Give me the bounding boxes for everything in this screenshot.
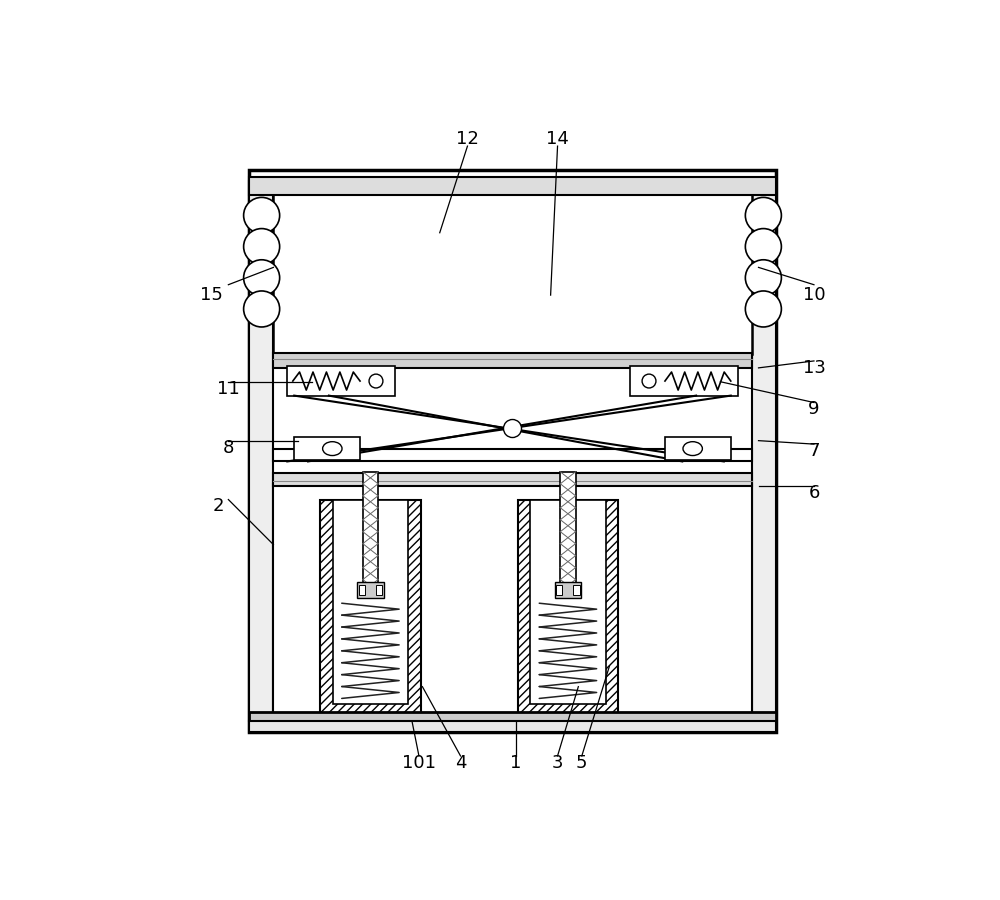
Text: 10: 10 <box>803 286 825 304</box>
Text: 7: 7 <box>808 442 820 460</box>
Bar <box>249 181 273 721</box>
Bar <box>630 366 738 396</box>
Bar <box>518 500 618 716</box>
Circle shape <box>745 291 781 327</box>
Bar <box>287 366 395 396</box>
Bar <box>273 353 752 368</box>
Text: 4: 4 <box>455 754 466 772</box>
Bar <box>573 586 580 595</box>
Bar <box>357 582 384 598</box>
Bar <box>249 170 776 732</box>
Text: 8: 8 <box>223 438 234 456</box>
Bar <box>273 191 752 354</box>
Circle shape <box>244 260 280 296</box>
Text: 3: 3 <box>552 754 563 772</box>
Text: 14: 14 <box>546 130 569 148</box>
Bar <box>555 582 581 598</box>
Circle shape <box>244 291 280 327</box>
Bar <box>530 500 606 704</box>
Text: 6: 6 <box>808 483 820 501</box>
Text: 15: 15 <box>200 286 222 304</box>
Text: 101: 101 <box>402 754 436 772</box>
Bar <box>249 721 776 732</box>
Text: 11: 11 <box>217 380 240 398</box>
Circle shape <box>642 374 656 388</box>
Circle shape <box>244 197 280 233</box>
Bar <box>273 449 752 462</box>
Bar <box>665 437 731 460</box>
Circle shape <box>745 229 781 265</box>
Text: 2: 2 <box>212 498 224 516</box>
Text: 9: 9 <box>808 400 820 418</box>
Bar <box>249 177 776 194</box>
Bar <box>752 181 776 721</box>
Circle shape <box>745 197 781 233</box>
Bar <box>556 586 562 595</box>
Bar <box>249 712 776 723</box>
Ellipse shape <box>323 442 342 455</box>
Bar <box>294 437 360 460</box>
Bar <box>359 586 365 595</box>
Circle shape <box>745 260 781 296</box>
Text: 12: 12 <box>456 130 479 148</box>
Bar <box>333 500 408 704</box>
Bar <box>273 473 752 486</box>
Circle shape <box>244 229 280 265</box>
Bar <box>273 484 752 721</box>
Ellipse shape <box>683 442 702 455</box>
Circle shape <box>503 419 522 437</box>
Bar <box>320 500 421 716</box>
Bar <box>376 586 382 595</box>
Text: 1: 1 <box>510 754 522 772</box>
Bar <box>363 472 378 591</box>
Bar <box>560 472 576 591</box>
Circle shape <box>369 374 383 388</box>
Text: 5: 5 <box>576 754 588 772</box>
Text: 13: 13 <box>803 359 825 377</box>
